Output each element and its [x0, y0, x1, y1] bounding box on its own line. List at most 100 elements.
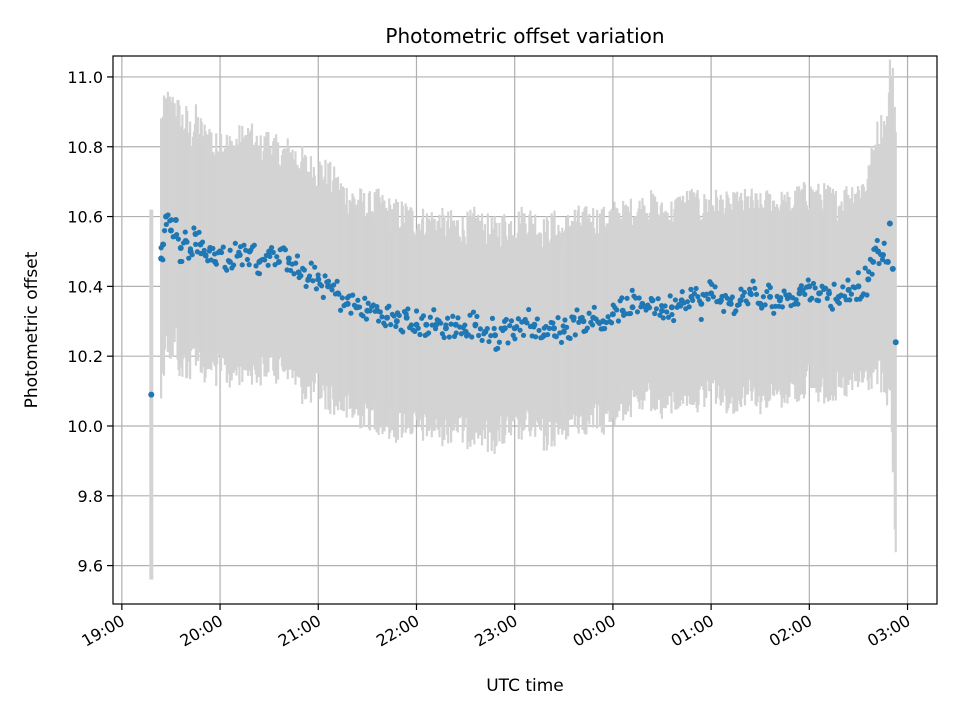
data-point	[750, 278, 756, 284]
data-point	[764, 288, 770, 295]
data-point	[191, 225, 197, 231]
data-point	[293, 260, 299, 266]
data-point	[810, 280, 817, 287]
data-point	[479, 337, 485, 344]
data-point	[686, 304, 692, 310]
data-point	[393, 323, 399, 329]
data-point	[320, 294, 326, 300]
data-point	[767, 293, 774, 300]
data-point	[262, 257, 268, 263]
data-point	[545, 331, 551, 338]
plot-frame	[112, 55, 938, 605]
data-point	[375, 318, 382, 324]
data-point	[553, 334, 559, 340]
data-point	[196, 229, 202, 235]
y-tick-label: 10.2	[67, 347, 103, 366]
data-point	[386, 303, 392, 309]
data-point	[374, 303, 380, 310]
data-point	[348, 310, 354, 316]
data-point	[793, 297, 799, 303]
data-point	[660, 315, 666, 321]
data-point	[831, 281, 837, 287]
data-point	[438, 320, 444, 326]
data-point	[721, 308, 727, 315]
data-point	[441, 334, 447, 341]
y-tick-label: 10.6	[67, 208, 103, 227]
data-point	[450, 313, 456, 319]
data-point	[705, 296, 711, 302]
data-point	[691, 290, 697, 297]
data-point	[405, 306, 411, 312]
data-point	[558, 339, 565, 346]
data-point	[533, 334, 539, 340]
data-point	[520, 332, 527, 338]
data-point	[881, 240, 887, 246]
data-point	[491, 325, 497, 332]
data-points	[148, 212, 899, 398]
data-point	[515, 316, 521, 322]
data-point	[574, 307, 580, 313]
data-point	[655, 296, 661, 302]
data-point	[243, 247, 249, 253]
data-point	[503, 316, 509, 323]
data-point	[391, 313, 397, 319]
data-point	[462, 322, 468, 328]
data-point	[239, 262, 245, 268]
data-point	[270, 249, 276, 255]
data-point	[453, 330, 459, 336]
data-point	[874, 237, 880, 244]
data-point	[172, 217, 179, 224]
data-point	[244, 256, 251, 263]
data-point	[432, 326, 439, 332]
data-point	[753, 291, 760, 297]
data-point	[886, 220, 893, 227]
data-point	[268, 244, 275, 251]
data-point	[484, 325, 490, 332]
data-point	[812, 285, 818, 291]
data-point	[203, 253, 209, 259]
data-point	[867, 256, 873, 262]
data-point	[189, 252, 195, 258]
data-point	[717, 299, 723, 305]
data-point	[762, 302, 768, 308]
x-axis-label: UTC time	[486, 676, 564, 696]
data-point	[182, 229, 188, 235]
data-point	[372, 308, 378, 314]
data-point	[883, 259, 889, 265]
data-point	[426, 330, 432, 336]
data-point	[688, 286, 694, 292]
data-point	[609, 311, 616, 318]
data-point	[198, 250, 204, 257]
data-point	[505, 340, 511, 346]
data-point	[586, 310, 592, 316]
data-point	[636, 295, 642, 301]
data-point	[193, 241, 199, 247]
data-point	[862, 265, 868, 271]
data-point	[446, 334, 452, 340]
data-point	[467, 312, 473, 318]
data-point	[220, 244, 226, 250]
data-point	[602, 325, 608, 332]
data-point	[312, 264, 318, 270]
data-point	[836, 300, 842, 306]
data-point	[313, 286, 320, 292]
data-point	[174, 231, 180, 238]
data-point	[778, 295, 784, 301]
data-point	[634, 309, 641, 315]
data-point	[161, 228, 168, 234]
data-point	[455, 315, 461, 321]
data-point	[267, 253, 273, 260]
data-point	[738, 286, 744, 292]
data-point	[429, 322, 435, 328]
chart-title: Photometric offset variation	[385, 24, 664, 48]
data-point	[336, 291, 342, 297]
data-point	[489, 315, 496, 321]
data-point	[334, 278, 340, 284]
data-point	[864, 292, 870, 298]
data-point	[265, 262, 271, 268]
data-point	[546, 325, 553, 331]
data-point	[710, 294, 716, 300]
data-point	[684, 299, 691, 305]
data-point	[650, 297, 656, 304]
